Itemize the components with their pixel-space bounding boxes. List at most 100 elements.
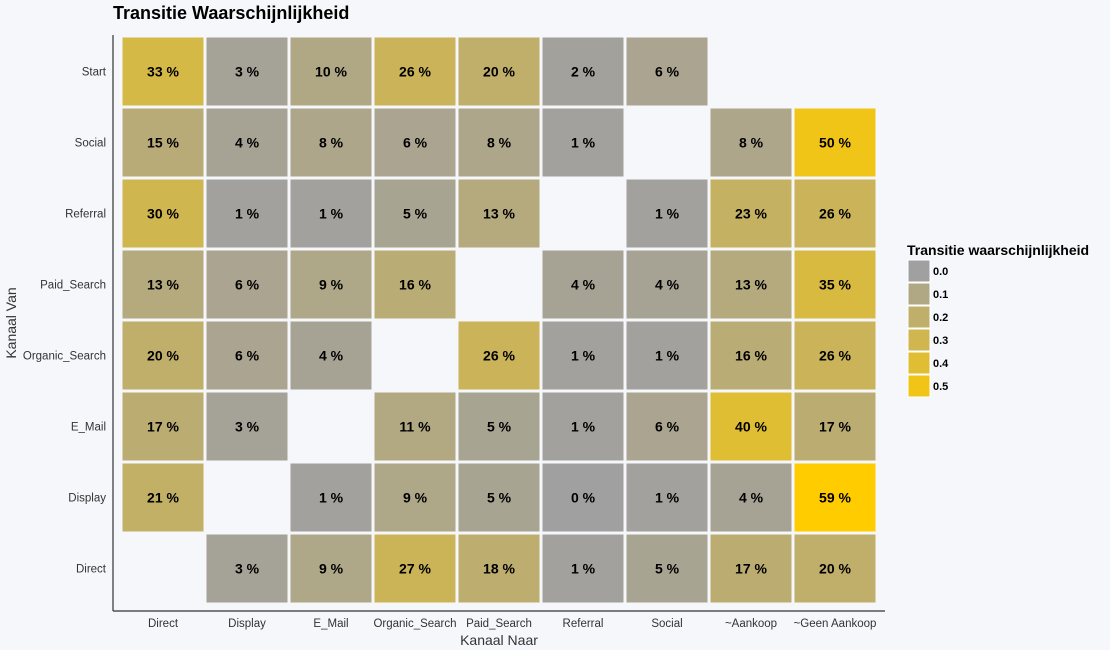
heatmap-cell: [290, 534, 372, 603]
heatmap-cell: [206, 179, 288, 248]
cell-label: 27 %: [399, 561, 431, 577]
legend-label: 0.1: [933, 289, 948, 301]
heatmap-cell: [626, 321, 708, 390]
cell-label: 1 %: [571, 561, 596, 577]
cell-label: 5 %: [487, 490, 512, 506]
heatmap-cell: [290, 463, 372, 532]
x-tick-label: Paid_Search: [466, 618, 532, 630]
legend-swatch: [907, 282, 931, 306]
heatmap-cell: [626, 463, 708, 532]
cell-label: 1 %: [571, 419, 596, 435]
heatmap-cell: [542, 250, 624, 319]
heatmap-cell: [542, 37, 624, 106]
legend-title: Transitie waarschijnlijkheid: [907, 242, 1089, 258]
cell-label: 3 %: [235, 64, 260, 80]
cell-label: 17 %: [735, 561, 767, 577]
cell-label: 4 %: [739, 490, 764, 506]
heatmap-cell: [458, 463, 540, 532]
x-tick-labels: Direct Display E_Mail Organic_Search Paid_Se…: [148, 618, 876, 630]
heatmap-cell: [542, 463, 624, 532]
heatmap-cell: [122, 392, 204, 461]
cell-label: 50 %: [819, 135, 851, 151]
cell-label: 18 %: [483, 561, 515, 577]
cell-label: 4 %: [319, 348, 344, 364]
heatmap-cell: [626, 392, 708, 461]
cell-label: 0 %: [571, 490, 596, 506]
cell-label: 59 %: [819, 490, 851, 506]
cell-label: 2 %: [571, 64, 596, 80]
y-tick-label: Organic_Search: [23, 351, 106, 363]
cell-label: 17 %: [819, 419, 851, 435]
heatmap-cell: [122, 179, 204, 248]
heatmap-cell: [206, 392, 288, 461]
cell-label: 9 %: [319, 561, 344, 577]
y-tick-labels: Start Social Referral Paid_Search Organic_Se…: [23, 67, 107, 576]
heatmap-cell: [290, 108, 372, 177]
heatmap-cell: [206, 250, 288, 319]
heatmap-cell: [794, 534, 876, 603]
heatmap-cell: [122, 108, 204, 177]
cell-label: 1 %: [571, 348, 596, 364]
cell-label: 13 %: [147, 277, 179, 293]
heatmap-cell: [374, 534, 456, 603]
x-tick-label: Display: [228, 618, 266, 630]
cell-label: 4 %: [571, 277, 596, 293]
y-tick-label: Direct: [76, 564, 107, 576]
legend: Transitie waarschijnlijkheid 0.00.10.20.…: [907, 242, 1089, 398]
cell-label: 15 %: [147, 135, 179, 151]
heatmap-cell: [710, 179, 792, 248]
heatmap-cell: [458, 37, 540, 106]
heatmap-cell: [458, 108, 540, 177]
x-tick-label: ~Aankoop: [725, 618, 777, 630]
cell-label: 26 %: [483, 348, 515, 364]
heatmap-cell: [206, 108, 288, 177]
heatmap-cells: 33 % 3 % 10 % 26 % 20 % 2 % 6 % 15 % 4 % 8 % 6 % 8 …: [122, 37, 876, 603]
cell-label: 40 %: [735, 419, 767, 435]
heatmap-cell: [626, 534, 708, 603]
cell-label: 6 %: [235, 277, 260, 293]
cell-label: 16 %: [735, 348, 767, 364]
heatmap-cell: [710, 463, 792, 532]
heatmap-cell: [206, 37, 288, 106]
heatmap-cell: [374, 37, 456, 106]
heatmap-cell: [542, 321, 624, 390]
heatmap-cell: [458, 321, 540, 390]
cell-label: 5 %: [655, 561, 680, 577]
cell-label: 6 %: [403, 135, 428, 151]
cell-label: 26 %: [819, 206, 851, 222]
heatmap-cell: [374, 463, 456, 532]
cell-label: 16 %: [399, 277, 431, 293]
legend-label: 0.4: [933, 358, 949, 370]
cell-label: 1 %: [655, 348, 680, 364]
y-tick-label: Social: [75, 138, 106, 150]
heatmap-cell: [542, 108, 624, 177]
heatmap-cell: [458, 534, 540, 603]
cell-label: 13 %: [483, 206, 515, 222]
cell-label: 33 %: [147, 64, 179, 80]
cell-label: 20 %: [483, 64, 515, 80]
heatmap-cell: [374, 108, 456, 177]
cell-label: 1 %: [319, 206, 344, 222]
chart-title: Transitie Waarschijnlijkheid: [113, 3, 349, 23]
cell-label: 13 %: [735, 277, 767, 293]
cell-label: 3 %: [235, 419, 260, 435]
heatmap-cell: [710, 108, 792, 177]
y-tick-label: Referral: [65, 209, 106, 221]
cell-label: 6 %: [235, 348, 260, 364]
heatmap-cell: [122, 250, 204, 319]
heatmap-cell: [794, 463, 876, 532]
heatmap-cell: [122, 321, 204, 390]
x-tick-label: Organic_Search: [373, 618, 456, 630]
cell-label: 1 %: [655, 206, 680, 222]
heatmap-cell: [710, 534, 792, 603]
cell-label: 6 %: [655, 64, 680, 80]
cell-label: 6 %: [655, 419, 680, 435]
x-tick-label: Social: [651, 618, 682, 630]
legend-swatch: [907, 351, 931, 375]
cell-label: 8 %: [739, 135, 764, 151]
heatmap-cell: [206, 321, 288, 390]
y-tick-label: Start: [82, 67, 107, 79]
x-tick-label: Referral: [563, 618, 604, 630]
cell-label: 5 %: [487, 419, 512, 435]
